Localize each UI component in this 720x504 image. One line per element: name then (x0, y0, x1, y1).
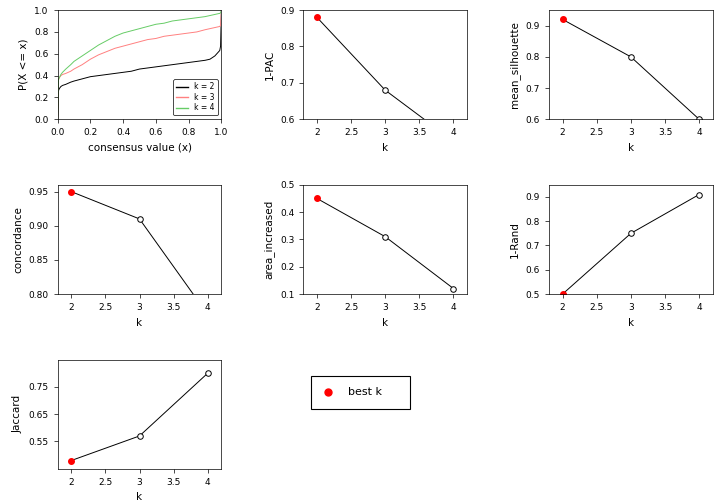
X-axis label: k: k (628, 143, 634, 153)
Y-axis label: 1-Rand: 1-Rand (510, 221, 520, 258)
Y-axis label: mean_silhouette: mean_silhouette (509, 21, 520, 108)
Text: best k: best k (348, 387, 382, 397)
Y-axis label: P(X <= x): P(X <= x) (19, 39, 29, 90)
Y-axis label: concordance: concordance (13, 206, 23, 273)
FancyBboxPatch shape (312, 376, 410, 409)
X-axis label: k: k (382, 143, 388, 153)
X-axis label: k: k (136, 318, 143, 328)
Y-axis label: 1-PAC: 1-PAC (264, 49, 274, 80)
X-axis label: k: k (136, 492, 143, 502)
Y-axis label: Jaccard: Jaccard (13, 395, 23, 433)
Legend: k = 2, k = 3, k = 4: k = 2, k = 3, k = 4 (174, 79, 217, 115)
Y-axis label: area_increased: area_increased (264, 200, 274, 279)
X-axis label: consensus value (x): consensus value (x) (88, 143, 192, 153)
X-axis label: k: k (628, 318, 634, 328)
X-axis label: k: k (382, 318, 388, 328)
